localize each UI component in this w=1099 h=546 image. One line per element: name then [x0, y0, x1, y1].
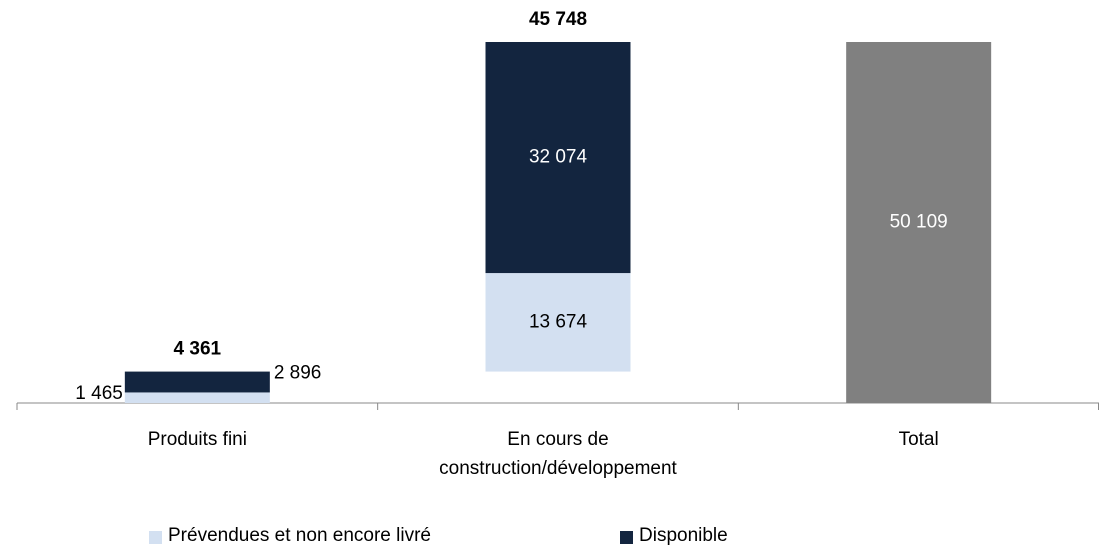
total-label: 45 748	[529, 9, 587, 30]
legend-swatch	[620, 531, 633, 544]
legend-label: Disponible	[639, 525, 728, 546]
data-label: 2 896	[274, 363, 322, 384]
bar-segment	[124, 371, 270, 393]
x-tick-label: Produits fini	[147, 429, 247, 450]
data-label: 1 465	[75, 383, 123, 404]
total-label: 4 361	[174, 339, 222, 360]
legend-label: Prévendues et non encore livré	[168, 525, 431, 546]
data-label: 32 074	[529, 147, 588, 168]
bar-segment	[485, 273, 631, 372]
data-label: 13 674	[529, 311, 588, 332]
legend-swatch	[149, 531, 162, 544]
x-tick-label: Total	[898, 429, 939, 450]
bar-segment	[485, 42, 631, 274]
data-label: 50 109	[890, 212, 948, 233]
total-bar	[846, 42, 992, 403]
bar-segment	[124, 392, 270, 403]
x-tick-label: En cours de construction/développement	[439, 429, 677, 479]
